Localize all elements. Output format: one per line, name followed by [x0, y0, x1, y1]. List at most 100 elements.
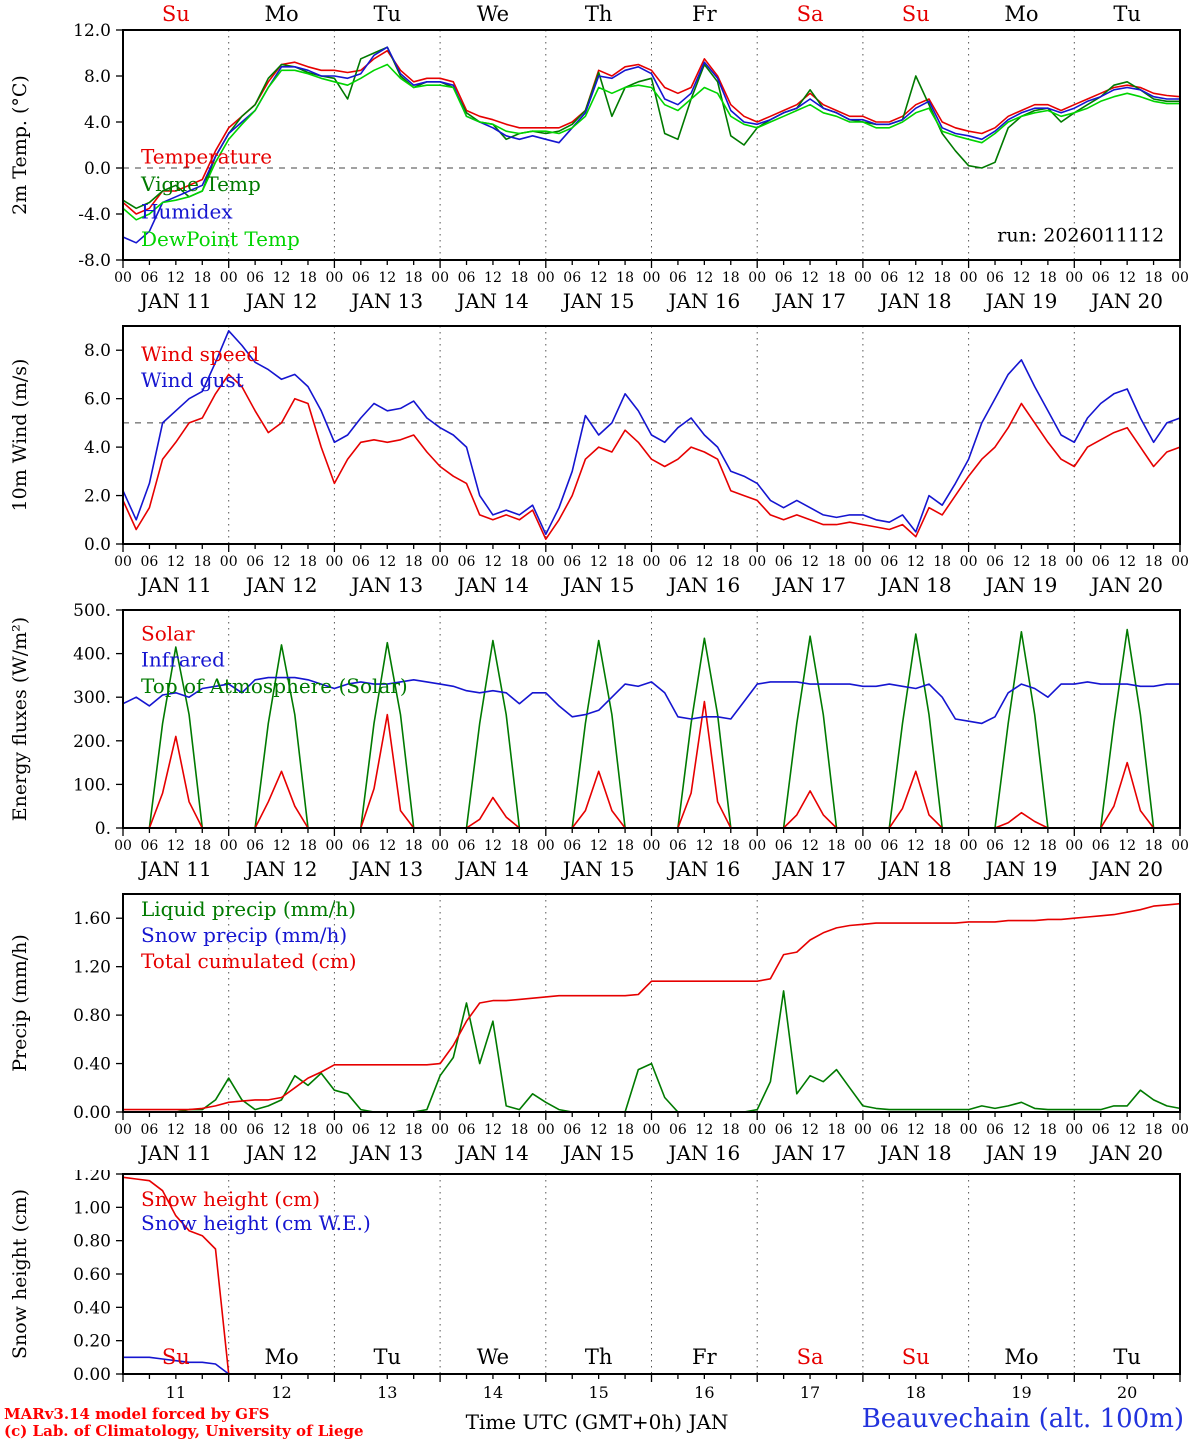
hour-label: 00 [220, 554, 238, 570]
hour-label: 06 [775, 1122, 793, 1138]
hour-label: 12 [1013, 270, 1031, 286]
y-tick-label: 0.0 [84, 159, 111, 179]
hour-label: 00 [748, 1122, 766, 1138]
hour-label: 18 [616, 270, 634, 286]
date-label: JAN 14 [455, 289, 529, 313]
weekday-label: Th [585, 2, 613, 26]
hour-label: 06 [986, 838, 1004, 854]
weekday-label: Su [162, 2, 190, 26]
hour-label: 12 [590, 838, 608, 854]
hour-label: 06 [1092, 838, 1110, 854]
hour-label: 18 [510, 270, 528, 286]
hour-label: 18 [299, 270, 317, 286]
hour-label: 12 [273, 838, 291, 854]
hour-label: 06 [880, 270, 898, 286]
y-tick-label: 4.0 [84, 113, 111, 133]
hour-label: 18 [299, 838, 317, 854]
hour-label: 06 [669, 554, 687, 570]
weekday-label: Mo [264, 1345, 298, 1369]
date-label: JAN 11 [138, 857, 212, 881]
y-tick-label: -4.0 [78, 205, 111, 225]
hour-label: 06 [775, 270, 793, 286]
run-label: run: 2026011112 [997, 225, 1164, 247]
hour-label: 00 [1065, 838, 1083, 854]
y-axis-label: 2m Temp. (°C) [9, 75, 31, 215]
hour-label: 00 [1171, 1122, 1189, 1138]
hour-label: 18 [828, 554, 846, 570]
hour-label: 18 [616, 838, 634, 854]
y-tick-label: 0.00 [73, 1103, 111, 1123]
hour-label: 00 [114, 270, 132, 286]
hour-label: 18 [616, 1122, 634, 1138]
station-name: Beauvechain (alt. 100m) [861, 1404, 1184, 1434]
energy-fluxes-chart: 500. 400. 300. 200. 100. 0. Energy fluxes (W/m… [9, 602, 1189, 881]
hour-label: 18 [510, 838, 528, 854]
hour-label: 18 [722, 1122, 740, 1138]
hour-label: 18 [722, 554, 740, 570]
hour-label: 00 [960, 270, 978, 286]
hour-label: 12 [273, 1122, 291, 1138]
series-temperature [123, 49, 1180, 215]
hour-label: 12 [590, 270, 608, 286]
legend-label: Total cumulated (cm) [141, 949, 357, 973]
hour-label: 06 [352, 270, 370, 286]
weekday-label: Th [585, 1345, 613, 1369]
date-label: JAN 13 [349, 289, 423, 313]
hour-label: 18 [1039, 554, 1057, 570]
hour-label: 18 [828, 1122, 846, 1138]
hour-label: 06 [880, 838, 898, 854]
day-number-label: 20 [1117, 1383, 1137, 1402]
hour-label: 18 [933, 554, 951, 570]
hour-label: 00 [431, 1122, 449, 1138]
y-tick-label: 0.20 [73, 1332, 111, 1352]
hour-label: 00 [1065, 554, 1083, 570]
hour-label: 12 [167, 838, 185, 854]
date-label: JAN 20 [1089, 1141, 1163, 1165]
hour-label: 00 [114, 838, 132, 854]
hour-label: 12 [801, 270, 819, 286]
credit-line-2: (c) Lab. of Climatology, University of L… [4, 1422, 364, 1440]
weekday-label: Su [902, 2, 930, 26]
legend-label: Vigne Temp [140, 172, 261, 196]
hour-label: 00 [643, 838, 661, 854]
hour-label: 12 [1118, 1122, 1136, 1138]
hour-label: 00 [854, 1122, 872, 1138]
hour-label: 06 [352, 554, 370, 570]
hour-label: 18 [722, 270, 740, 286]
hour-label: 00 [854, 554, 872, 570]
hour-label: 06 [1092, 1122, 1110, 1138]
hour-label: 18 [405, 838, 423, 854]
hour-label: 18 [193, 270, 211, 286]
hour-label: 06 [563, 270, 581, 286]
date-label: JAN 18 [878, 857, 952, 881]
hour-label: 00 [1171, 554, 1189, 570]
hour-label: 12 [167, 1122, 185, 1138]
model-credit: MARv3.14 model forced by GFS (c) Lab. of… [4, 1406, 364, 1440]
day-number-label: 16 [694, 1383, 714, 1402]
hour-label: 18 [405, 554, 423, 570]
weekday-label: Sa [797, 2, 824, 26]
hour-label: 00 [114, 554, 132, 570]
hour-label: 12 [801, 554, 819, 570]
hour-label: 06 [458, 838, 476, 854]
legend-label: Snow height (cm W.E.) [141, 1211, 371, 1235]
hour-label: 06 [141, 554, 159, 570]
hour-label: 00 [960, 554, 978, 570]
hour-label: 00 [220, 270, 238, 286]
legend-label: Liquid precip (mm/h) [141, 897, 356, 921]
hour-label: 06 [246, 554, 264, 570]
weekday-label: We [477, 2, 509, 26]
y-tick-label: 0.40 [73, 1298, 111, 1318]
date-label: JAN 12 [244, 857, 318, 881]
y-tick-label: -8.0 [78, 251, 111, 271]
hour-label: 12 [378, 1122, 396, 1138]
hour-label: 00 [431, 838, 449, 854]
panel-wind: 8.0 6.0 4.0 2.0 0.0 10m Wind (m/s) 00 06 12 18 00 0… [0, 318, 1194, 602]
y-tick-label: 0.40 [73, 1055, 111, 1075]
y-tick-label: 100. [73, 775, 111, 795]
date-label: JAN 14 [455, 573, 529, 597]
hour-label: 12 [484, 1122, 502, 1138]
day-number-label: 15 [588, 1383, 608, 1402]
hour-label: 00 [1171, 270, 1189, 286]
hour-label: 18 [299, 1122, 317, 1138]
